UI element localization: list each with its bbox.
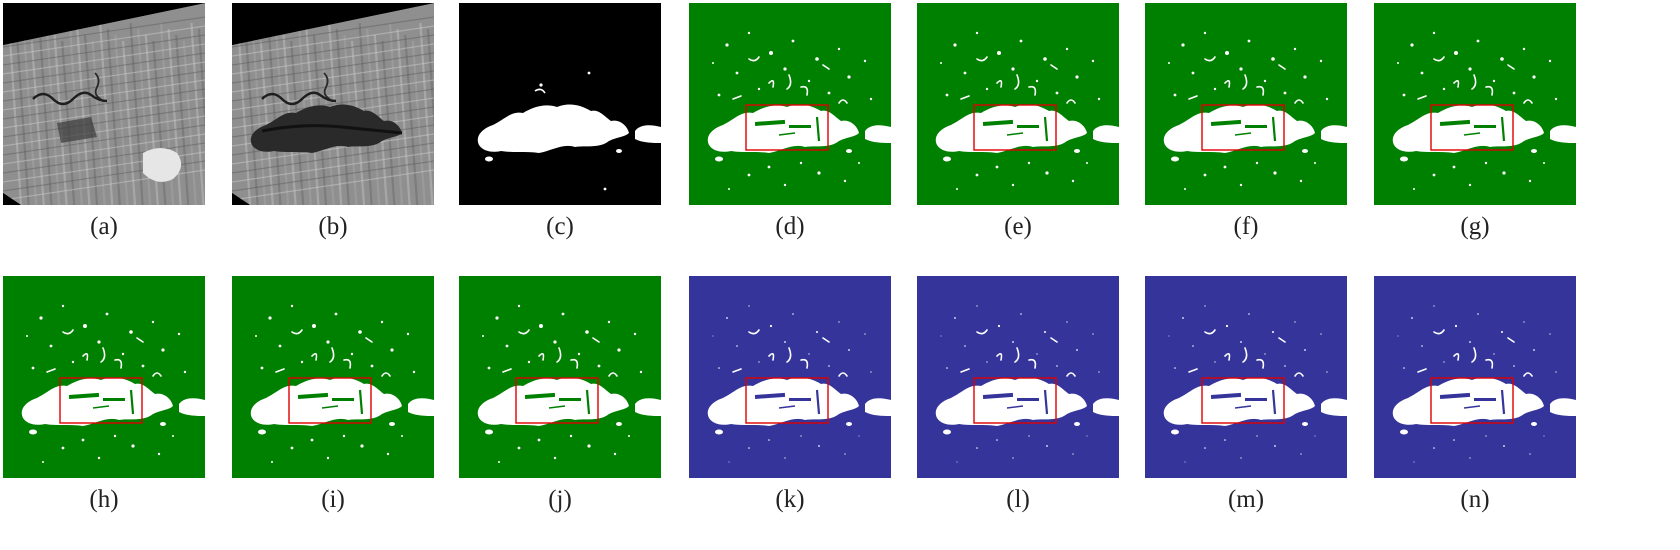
panel-g-image [1374,3,1576,205]
caption-i: (i) [321,486,345,513]
caption-f: (f) [1233,213,1259,240]
caption-l: (l) [1006,486,1030,513]
panel-j-image [459,276,661,478]
caption-m: (m) [1227,486,1265,513]
caption-a: (a) [90,213,118,240]
reference-change-map [459,3,661,205]
panel-n-image [1374,276,1576,478]
change-map-k [689,276,891,478]
change-map-f [1145,3,1347,205]
panel-c-image [459,3,661,205]
change-map-e [917,3,1119,205]
caption-n: (n) [1460,486,1490,513]
change-map-l [917,276,1119,478]
caption-g: (g) [1460,213,1490,240]
change-map-m [1145,276,1347,478]
caption-h: (h) [89,486,119,513]
change-map-i [232,276,434,478]
change-map-h [3,276,205,478]
panel-k-image [689,276,891,478]
panel-e-image [917,3,1119,205]
panel-a-image [3,3,205,205]
caption-j: (j) [548,486,572,513]
caption-k: (k) [775,486,805,513]
panel-h-image [3,276,205,478]
change-map-g [1374,3,1576,205]
caption-d: (d) [775,213,805,240]
caption-e: (e) [1004,213,1032,240]
sar-image-pre [3,3,205,205]
panel-i-image [232,276,434,478]
sar-image-post [232,3,434,205]
change-map-d [689,3,891,205]
panel-b-image [232,3,434,205]
change-map-n [1374,276,1576,478]
panel-l-image [917,276,1119,478]
panel-m-image [1145,276,1347,478]
panel-d-image [689,3,891,205]
panel-f-image [1145,3,1347,205]
caption-c: (c) [546,213,574,240]
change-map-j [459,276,661,478]
caption-b: (b) [318,213,348,240]
